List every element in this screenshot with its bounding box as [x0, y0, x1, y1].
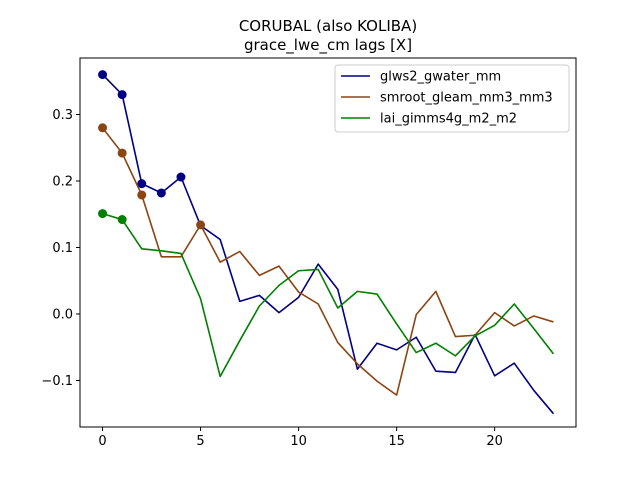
data-point — [98, 209, 108, 219]
x-tick-label: 20 — [486, 434, 503, 449]
y-tick-label: 0.1 — [52, 241, 73, 256]
data-point — [98, 123, 108, 133]
data-point — [117, 148, 127, 158]
chart-title: CORUBAL (also KOLIBA) — [239, 17, 417, 35]
data-point — [117, 215, 127, 225]
data-point — [98, 70, 108, 80]
x-tick-label: 15 — [388, 434, 405, 449]
series-line-1 — [101, 127, 554, 396]
data-point — [117, 90, 127, 100]
x-axis: 0 5 10 15 20 — [98, 427, 503, 449]
x-tick-label: 0 — [98, 434, 106, 449]
y-tick-label: 0.2 — [52, 175, 73, 190]
data-point — [196, 220, 206, 230]
data-point — [156, 188, 166, 198]
y-tick-label: 0.0 — [52, 307, 73, 322]
legend: glws2_gwater_mm smroot_gleam_mm3_mm3 lai_g… — [334, 64, 570, 133]
legend-label: glws2_gwater_mm — [380, 70, 501, 85]
series-line-2 — [102, 212, 555, 378]
legend-box — [334, 64, 570, 133]
data-point — [137, 190, 147, 200]
x-tick-label: 5 — [196, 434, 204, 449]
legend-label: lai_gimms4g_m2_m2 — [380, 112, 517, 127]
legend-label: smroot_gleam_mm3_mm3 — [380, 91, 553, 106]
data-point — [176, 172, 186, 182]
x-tick-label: 10 — [290, 434, 307, 449]
y-axis: −0.1 0.0 0.1 0.2 0.3 — [41, 108, 80, 389]
y-tick-label: 0.3 — [52, 108, 73, 123]
series-layer — [98, 70, 555, 415]
plot-frame — [79, 57, 577, 428]
chart-subtitle: grace_lwe_cm lags [X] — [244, 36, 412, 55]
data-point — [137, 179, 147, 189]
y-tick-label: −0.1 — [41, 374, 73, 389]
